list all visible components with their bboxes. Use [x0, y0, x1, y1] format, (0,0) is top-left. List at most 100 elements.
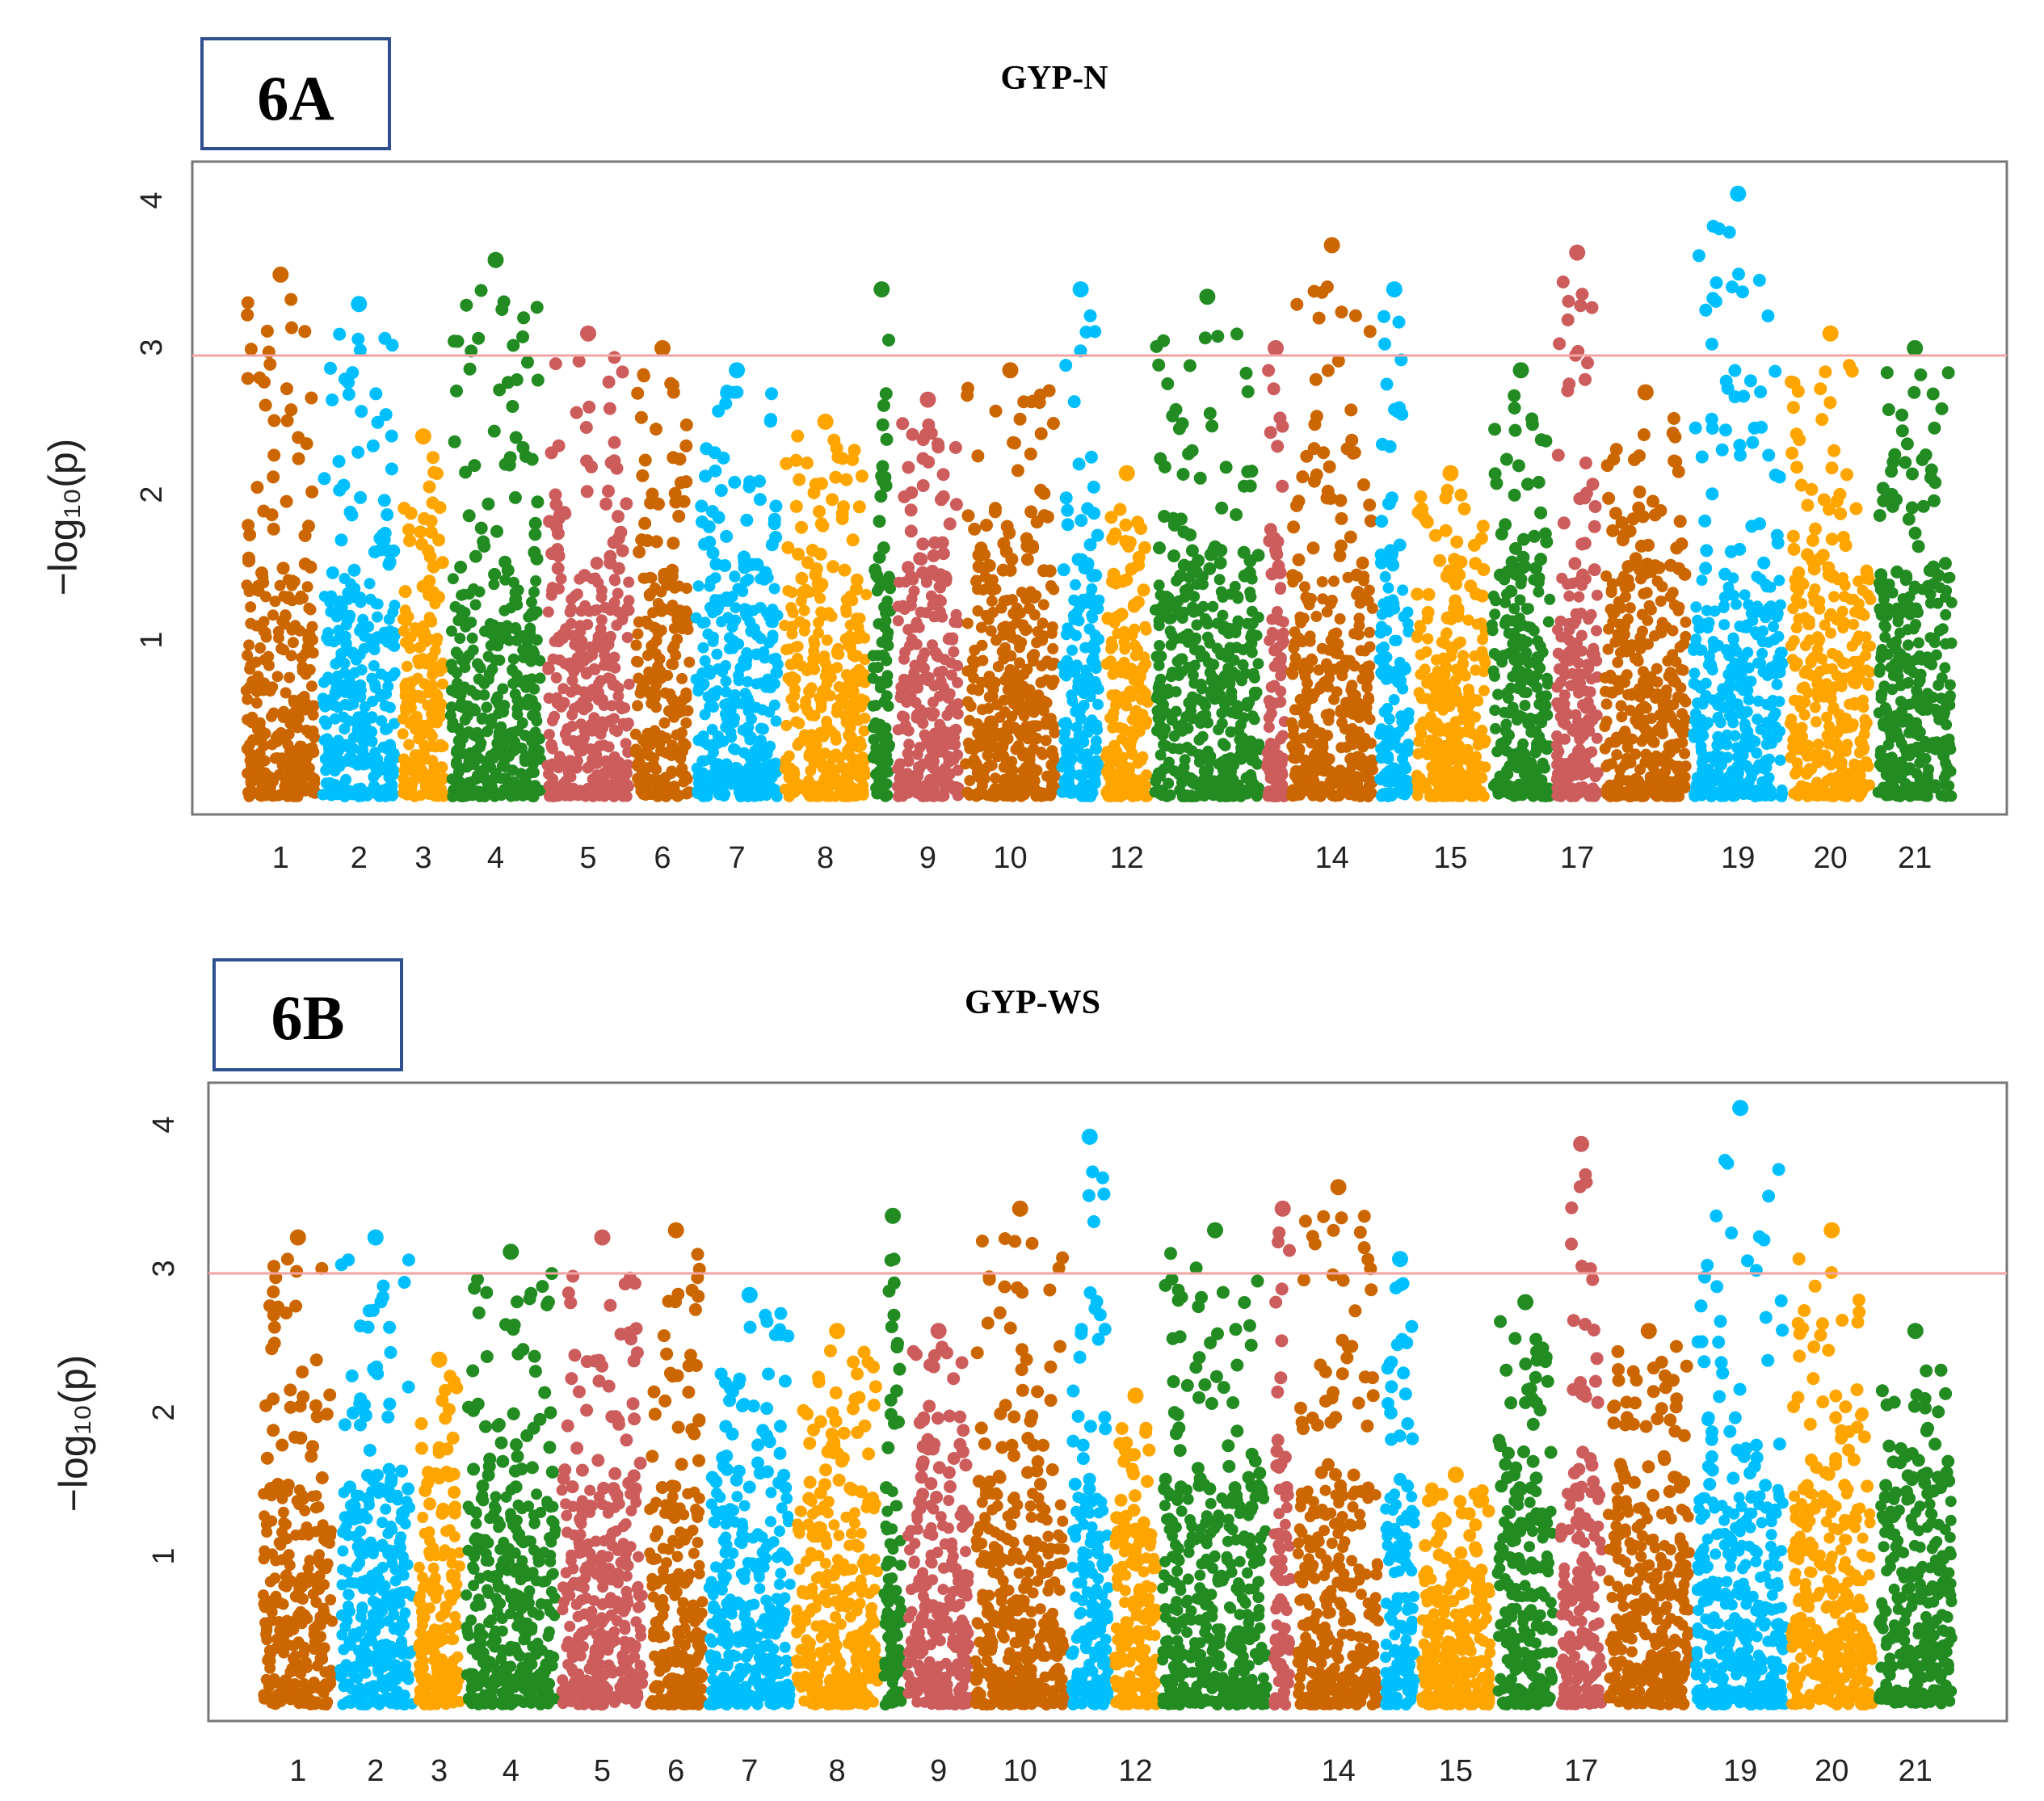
data-point	[1014, 657, 1025, 669]
data-point	[1501, 687, 1513, 699]
data-point	[1216, 707, 1228, 719]
data-point	[708, 738, 720, 751]
data-point	[1230, 642, 1243, 654]
data-point	[498, 604, 511, 616]
data-point	[1163, 756, 1175, 768]
data-point	[781, 541, 795, 554]
data-point	[586, 725, 598, 737]
data-point	[1219, 461, 1233, 474]
data-point	[634, 687, 646, 699]
data-point	[831, 701, 843, 713]
data-point	[1302, 677, 1314, 689]
data-point	[565, 686, 577, 698]
data-point	[856, 764, 868, 776]
data-point	[896, 417, 910, 431]
data-point	[275, 726, 287, 738]
data-point	[868, 662, 880, 674]
data-point	[375, 688, 387, 701]
data-point	[1122, 763, 1134, 775]
data-point	[695, 499, 709, 513]
data-point	[1182, 636, 1194, 648]
data-point	[765, 682, 776, 694]
data-point	[1323, 460, 1336, 473]
data-point	[851, 612, 863, 625]
data-point	[450, 646, 462, 659]
data-point	[936, 790, 948, 802]
data-point	[729, 689, 741, 701]
data-point	[800, 457, 814, 469]
data-point	[789, 684, 801, 696]
data-point	[719, 788, 731, 800]
data-point	[271, 671, 284, 683]
data-point	[284, 292, 298, 306]
data-point	[1276, 783, 1288, 795]
data-point	[1316, 576, 1328, 588]
data-point	[986, 719, 999, 731]
data-point	[1204, 548, 1218, 562]
data-point	[633, 757, 644, 769]
data-point	[878, 470, 892, 484]
data-point	[734, 772, 746, 785]
data-point	[326, 393, 339, 406]
data-point	[765, 387, 778, 401]
data-point	[647, 607, 659, 619]
data-point	[1449, 674, 1462, 686]
data-point	[1431, 773, 1443, 785]
data-point	[1137, 684, 1149, 696]
data-point	[244, 747, 256, 760]
data-point	[1336, 717, 1348, 729]
data-point	[915, 553, 928, 566]
data-point	[1377, 598, 1390, 610]
data-point	[996, 727, 1008, 739]
data-point	[1348, 309, 1362, 322]
data-point	[813, 616, 824, 629]
data-point	[1267, 382, 1281, 396]
data-point	[844, 638, 856, 650]
data-point	[964, 789, 976, 802]
data-point	[456, 697, 467, 709]
data-point	[1440, 678, 1453, 690]
data-point	[1508, 488, 1521, 502]
data-point	[927, 549, 940, 562]
data-point	[719, 397, 733, 410]
data-point	[1303, 599, 1315, 611]
data-point	[1447, 573, 1461, 587]
data-point	[614, 525, 628, 539]
data-point	[292, 777, 305, 789]
data-point	[1157, 334, 1171, 347]
data-point	[1299, 581, 1310, 593]
data-point	[339, 755, 351, 768]
data-point	[616, 544, 629, 558]
data-point	[1089, 569, 1103, 583]
data-point	[1219, 764, 1231, 776]
data-point	[982, 749, 994, 761]
data-point	[401, 660, 413, 672]
data-point	[1457, 502, 1471, 515]
data-point	[847, 650, 859, 662]
data-point	[668, 781, 680, 793]
data-point	[813, 505, 826, 519]
data-point	[585, 460, 598, 473]
data-points	[240, 220, 1958, 802]
data-point	[542, 606, 554, 618]
data-point	[674, 604, 686, 616]
data-point	[1104, 655, 1117, 667]
data-point	[1508, 402, 1521, 414]
data-point	[925, 741, 937, 753]
data-point	[702, 691, 714, 703]
data-point	[1556, 572, 1568, 584]
data-point	[974, 789, 986, 801]
data-point	[818, 773, 831, 785]
data-point	[898, 711, 911, 723]
data-point	[495, 721, 507, 733]
data-point	[1334, 774, 1346, 786]
data-point	[1273, 411, 1287, 425]
data-point	[914, 742, 926, 753]
data-point	[1297, 764, 1309, 776]
data-point	[603, 638, 615, 650]
data-point	[1067, 395, 1081, 409]
data-point	[1247, 617, 1259, 629]
data-point	[730, 762, 742, 773]
y-tick-label: 1	[135, 631, 169, 648]
data-point	[1167, 743, 1179, 755]
